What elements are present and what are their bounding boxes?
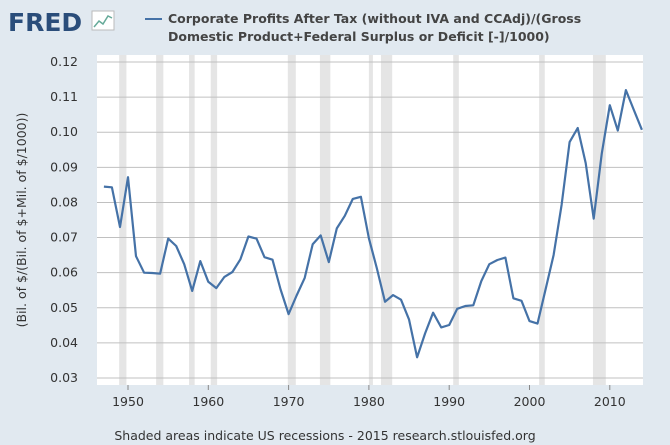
recession-band bbox=[592, 55, 606, 385]
y-tick-label: 0.08 bbox=[50, 194, 78, 209]
recession-band bbox=[287, 55, 296, 385]
recession-band bbox=[453, 55, 459, 385]
y-tick-label: 0.06 bbox=[50, 265, 78, 280]
recession-band bbox=[380, 55, 393, 385]
fred-logo[interactable]: FRED bbox=[8, 8, 115, 37]
logo-chart-icon bbox=[91, 10, 115, 31]
x-tick-label: 2010 bbox=[594, 394, 626, 409]
y-tick-label: 0.07 bbox=[50, 230, 78, 245]
legend-label-line2: Domestic Product+Federal Surplus or Defi… bbox=[168, 29, 550, 44]
recession-band bbox=[368, 55, 373, 385]
y-tick-label: 0.04 bbox=[50, 335, 78, 350]
x-tick-label: 1950 bbox=[112, 394, 144, 409]
recession-band bbox=[156, 55, 164, 385]
recession-band bbox=[539, 55, 545, 385]
footer-note: Shaded areas indicate US recessions - 20… bbox=[114, 428, 535, 443]
legend: Corporate Profits After Tax (without IVA… bbox=[145, 11, 581, 44]
recession-band bbox=[189, 55, 195, 385]
y-axis-label: (Bil. of $/(Bil. of $+Mil. of $/1000)) bbox=[14, 113, 29, 328]
recession-band bbox=[119, 55, 127, 385]
series-line bbox=[103, 89, 643, 359]
y-tick-label: 0.11 bbox=[50, 89, 78, 104]
x-tick-label: 1970 bbox=[273, 394, 305, 409]
y-tick-label: 0.09 bbox=[50, 159, 78, 174]
y-tick-label: 0.12 bbox=[50, 54, 78, 69]
y-tick-label: 0.03 bbox=[50, 370, 78, 385]
legend-label-line1: Corporate Profits After Tax (without IVA… bbox=[168, 11, 581, 26]
x-tick-label: 1960 bbox=[192, 394, 224, 409]
recession-band bbox=[210, 55, 218, 385]
recession-band bbox=[319, 55, 331, 385]
y-tick-label: 0.05 bbox=[50, 300, 78, 315]
y-tick-label: 0.10 bbox=[50, 124, 78, 139]
logo-text: FRED bbox=[8, 8, 82, 37]
x-tick-label: 2000 bbox=[514, 394, 546, 409]
x-tick-label: 1990 bbox=[433, 394, 465, 409]
x-tick-label: 1980 bbox=[353, 394, 385, 409]
